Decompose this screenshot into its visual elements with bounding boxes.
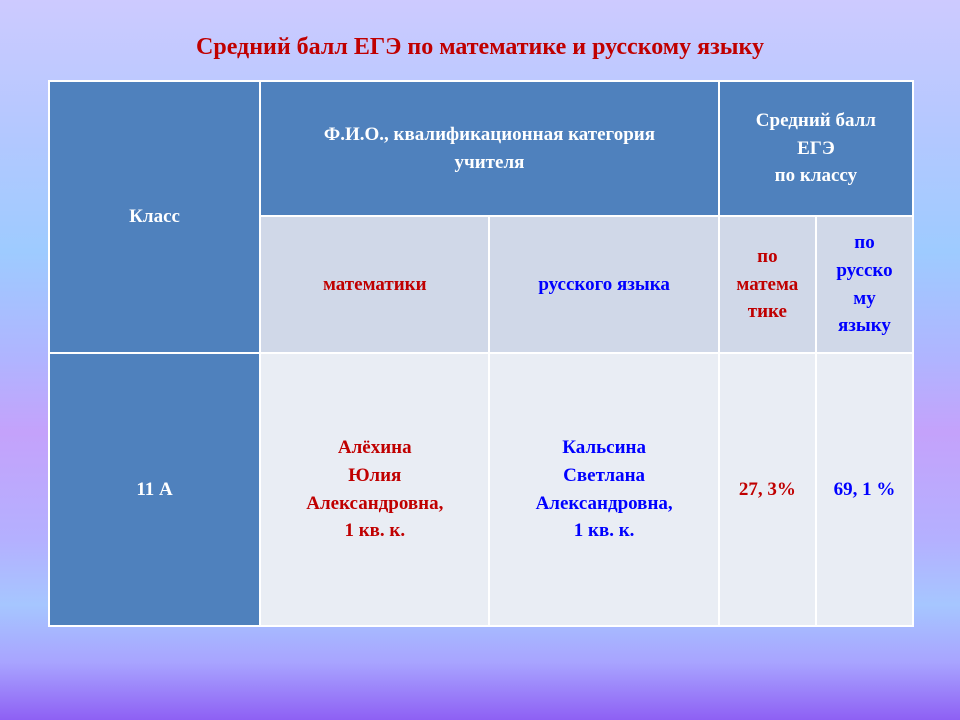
header-class: Класс xyxy=(47,80,262,354)
subheader-avg-math: по матема тике xyxy=(717,215,817,354)
subheader-russian-teacher: русского языка xyxy=(488,215,720,354)
slide-title: Средний балл ЕГЭ по математике и русском… xyxy=(196,34,764,60)
subheader-avg-russian: по русско му языку xyxy=(814,215,915,354)
cell-avg-russian: 69, 1 % xyxy=(814,352,915,627)
subheader-math-teacher: математики xyxy=(259,215,491,354)
cell-class: 11 А xyxy=(47,352,262,627)
cell-russian-teacher: Кальсина Светлана Александровна, 1 кв. к. xyxy=(488,352,720,627)
results-table: Класс Ф.И.О., квалификационная категория… xyxy=(47,80,915,627)
table-row: 11 А Алёхина Юлия Александровна, 1 кв. к. К… xyxy=(47,352,915,627)
cell-avg-math: 27, 3% xyxy=(717,352,817,627)
header-teacher: Ф.И.О., квалификационная категория учител… xyxy=(259,80,720,217)
cell-math-teacher: Алёхина Юлия Александровна, 1 кв. к. xyxy=(259,352,491,627)
header-average: Средний балл ЕГЭ по классу xyxy=(717,80,915,217)
